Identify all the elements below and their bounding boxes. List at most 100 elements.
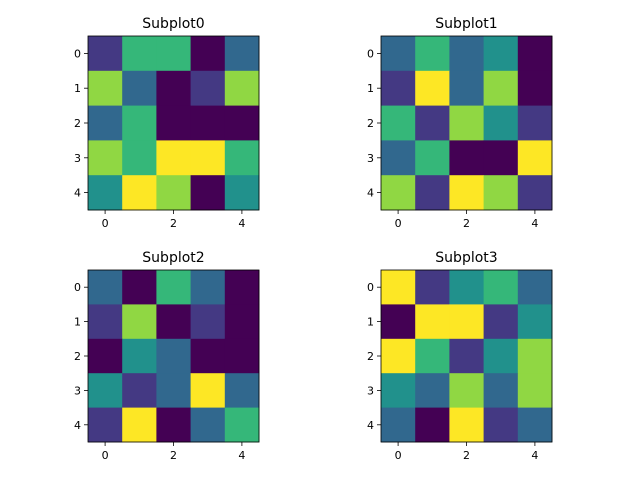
heatmap-cell-r3-c0 — [381, 373, 416, 408]
heatmap-cell-r2-c1 — [415, 105, 450, 141]
heatmap-cell-r0-c1 — [122, 270, 157, 305]
heatmap-cell-r2-c3 — [190, 338, 226, 374]
y-tick-label: 2 — [367, 350, 374, 363]
x-tick-label: 4 — [238, 449, 245, 462]
heatmap-cell-r0-c3 — [190, 270, 226, 305]
heatmap-cell-r1-c1 — [122, 70, 157, 106]
heatmap-cell-r1-c1 — [415, 304, 450, 340]
heatmap-cell-r0-c4 — [517, 36, 553, 72]
heatmap-cell-r1-c4 — [517, 304, 553, 340]
heatmap-cell-r3-c4 — [517, 140, 553, 176]
heatmap-cell-r4-c2 — [156, 407, 191, 443]
heatmap-cell-r4-c3 — [190, 175, 226, 211]
heatmap-cell-r4-c0 — [381, 175, 416, 211]
y-tick-label: 3 — [367, 384, 374, 397]
heatmap-cell-r4-c2 — [449, 175, 484, 211]
heatmap-cell-r4-c1 — [415, 407, 450, 443]
heatmap-cell-r2-c1 — [122, 105, 157, 141]
heatmap-cell-r3-c3 — [190, 140, 226, 176]
heatmap-cell-r3-c2 — [156, 140, 191, 176]
heatmap-cell-r2-c2 — [449, 105, 484, 141]
heatmap-cell-r3-c4 — [224, 140, 260, 176]
heatmap-cell-r3-c4 — [517, 373, 553, 408]
x-tick-label: 2 — [170, 217, 177, 230]
heatmap-cell-r3-c0 — [88, 140, 123, 176]
heatmap-cell-r2-c4 — [224, 105, 260, 141]
subplot-3: Subplot3 0 2 4 0 1 2 3 4 — [367, 250, 553, 462]
heatmap-cell-r0-c2 — [156, 36, 191, 72]
heatmap-cell-r0-c0 — [88, 270, 123, 305]
heatmap-cell-r2-c4 — [517, 338, 553, 374]
heatmap-cell-r2-c2 — [449, 338, 484, 374]
heatmap-cell-r2-c0 — [381, 338, 416, 374]
heatmap-cell-r1-c2 — [449, 304, 484, 340]
y-tick-label: 0 — [367, 47, 374, 60]
heatmap-cell-r3-c2 — [449, 373, 484, 408]
subplot-title: Subplot3 — [435, 250, 497, 266]
y-tick-label: 1 — [367, 82, 374, 95]
heatmap-cell-r0-c4 — [224, 36, 260, 72]
heatmap-cell-r2-c1 — [122, 338, 157, 374]
x-tick-label: 4 — [531, 217, 538, 230]
heatmap-cell-r3-c1 — [122, 373, 157, 408]
heatmap-cell-r1-c3 — [483, 304, 519, 340]
heatmap-cell-r4-c4 — [224, 407, 260, 443]
heatmap-cell-r4-c2 — [156, 175, 191, 211]
heatmap-cell-r1-c3 — [190, 304, 226, 340]
heatmap-cell-r1-c2 — [449, 70, 484, 106]
heatmap-cell-r4-c3 — [483, 175, 519, 211]
y-tick-label: 1 — [367, 316, 374, 329]
heatmap-cell-r1-c1 — [122, 304, 157, 340]
heatmap-cell-r4-c3 — [190, 407, 226, 443]
heatmap-cell-r4-c4 — [517, 175, 553, 211]
y-tick-label: 3 — [74, 152, 81, 165]
heatmap-cell-r1-c4 — [517, 70, 553, 106]
heatmap-cell-r2-c4 — [224, 338, 260, 374]
heatmap-cell-r3-c0 — [88, 373, 123, 408]
heatmap-cell-r2-c2 — [156, 105, 191, 141]
x-tick-label: 0 — [102, 449, 109, 462]
heatmap-cell-r0-c4 — [224, 270, 260, 305]
subplot-2: Subplot2 0 2 4 0 1 2 3 4 — [74, 250, 260, 462]
heatmap-cell-r3-c3 — [483, 140, 519, 176]
heatmap-cell-r2-c3 — [190, 105, 226, 141]
heatmap-cell-r4-c0 — [381, 407, 416, 443]
heatmap-cell-r4-c0 — [88, 175, 123, 211]
heatmap-cell-r1-c2 — [156, 70, 191, 106]
heatmap-cell-r1-c3 — [483, 70, 519, 106]
heatmap-cell-r2-c0 — [88, 105, 123, 141]
heatmap-cell-r3-c3 — [190, 373, 226, 408]
heatmap-cell-r1-c1 — [415, 70, 450, 106]
y-tick-label: 0 — [74, 281, 81, 294]
subplot-title: Subplot2 — [142, 250, 204, 266]
heatmap-cell-r0-c1 — [415, 270, 450, 305]
heatmap-cell-r4-c0 — [88, 407, 123, 443]
x-tick-label: 0 — [102, 217, 109, 230]
heatmap-cell-r1-c0 — [381, 70, 416, 106]
heatmap-cell-r4-c2 — [449, 407, 484, 443]
y-tick-label: 3 — [367, 152, 374, 165]
subplot-title: Subplot1 — [435, 16, 497, 32]
heatmap-cell-r0-c2 — [449, 36, 484, 72]
y-tick-label: 2 — [74, 117, 81, 130]
y-tick-label: 0 — [74, 47, 81, 60]
heatmap-cell-r0-c3 — [483, 36, 519, 72]
heatmap-cell-r2-c0 — [381, 105, 416, 141]
heatmap-cell-r2-c3 — [483, 338, 519, 374]
subplot-0: Subplot0 0 2 4 0 1 2 3 4 — [74, 16, 260, 230]
heatmap-cell-r4-c4 — [517, 407, 553, 443]
y-tick-label: 0 — [367, 281, 374, 294]
x-tick-label: 4 — [531, 449, 538, 462]
y-tick-label: 1 — [74, 316, 81, 329]
heatmap-cell-r1-c2 — [156, 304, 191, 340]
y-tick-label: 2 — [74, 350, 81, 363]
heatmap-cell-r0-c0 — [88, 36, 123, 72]
heatmap-cell-r4-c1 — [122, 175, 157, 211]
y-tick-label: 2 — [367, 117, 374, 130]
y-tick-label: 4 — [74, 187, 81, 200]
heatmap-cell-r1-c4 — [224, 70, 260, 106]
y-tick-label: 4 — [74, 419, 81, 432]
heatmap-cell-r0-c3 — [483, 270, 519, 305]
heatmap-cell-r0-c1 — [122, 36, 157, 72]
